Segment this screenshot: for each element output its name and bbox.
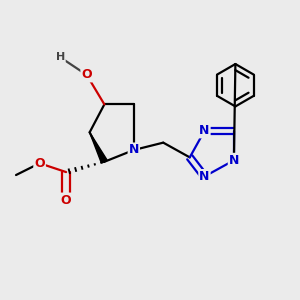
Text: H: H bbox=[56, 52, 65, 62]
Text: N: N bbox=[199, 170, 210, 183]
Text: O: O bbox=[81, 68, 92, 81]
Text: O: O bbox=[34, 157, 45, 170]
Text: O: O bbox=[61, 194, 71, 207]
Text: N: N bbox=[229, 154, 239, 167]
Polygon shape bbox=[90, 132, 107, 163]
Text: N: N bbox=[129, 143, 139, 157]
Text: N: N bbox=[199, 124, 210, 137]
